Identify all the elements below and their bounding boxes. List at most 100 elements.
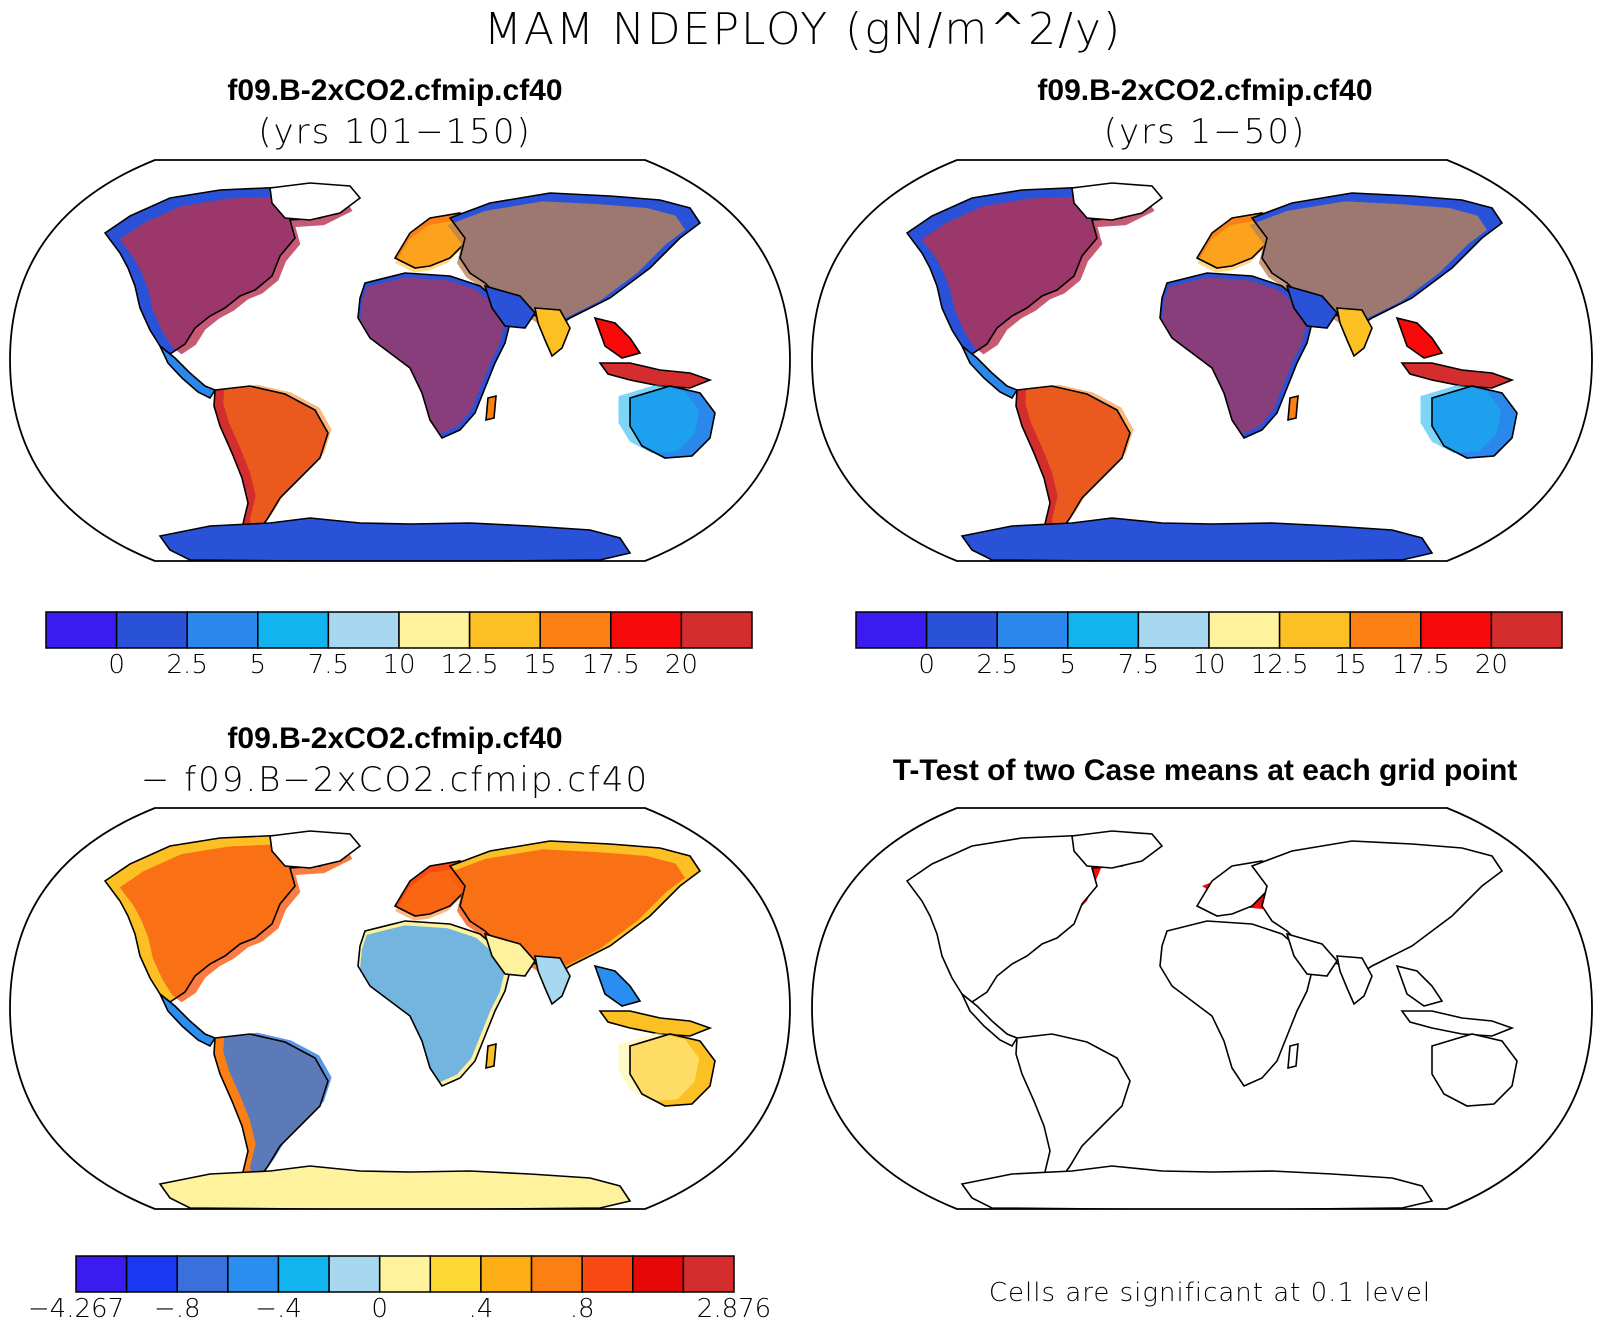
continent-india bbox=[1337, 308, 1372, 356]
colorbar-tick-label: 0 bbox=[918, 650, 935, 680]
map-ttest bbox=[811, 807, 1593, 1210]
colorbar-swatch bbox=[855, 611, 928, 649]
continent-greenland bbox=[270, 183, 360, 220]
colorbar-swatch bbox=[530, 1255, 583, 1293]
colorbar-swatch bbox=[227, 1255, 280, 1293]
continent-centralAmerica bbox=[962, 346, 1017, 398]
coastline bbox=[593, 964, 642, 1007]
colorbar-swatch bbox=[1278, 611, 1351, 649]
colorbar-tick-label: 12.5 bbox=[440, 650, 499, 680]
colorbar-tick-label: 17.5 bbox=[1391, 650, 1450, 680]
coastline bbox=[357, 272, 511, 440]
continent-antarctica bbox=[160, 1166, 630, 1209]
colorbar-swatch bbox=[176, 1255, 229, 1293]
panel-subtitle-diff: − f09.B−2xCO2.cfmip.cf40 bbox=[140, 760, 650, 800]
panel-title-case2: f09.B-2xCO2.cfmip.cf40 bbox=[1037, 74, 1373, 107]
continent-antarctica bbox=[160, 518, 630, 561]
colorbar-swatch bbox=[125, 1255, 178, 1293]
continent-arabia bbox=[485, 934, 535, 976]
coastline bbox=[960, 517, 1434, 561]
colorbar-tick-label: 20 bbox=[664, 650, 698, 680]
colorbar-tick-label: 12.5 bbox=[1250, 650, 1309, 680]
continent-arabia bbox=[1285, 932, 1339, 977]
colorbar-tick-label: 15 bbox=[1333, 650, 1367, 680]
colorbar-swatch bbox=[610, 611, 683, 649]
continent-india bbox=[535, 308, 570, 356]
continent-centralAmerica bbox=[961, 993, 1019, 1048]
colorbar-swatch bbox=[1490, 611, 1563, 649]
colorbar-swatch bbox=[925, 611, 998, 649]
coastline bbox=[483, 932, 537, 977]
continent-india bbox=[535, 956, 570, 1004]
colorbar-tick-label: −.8 bbox=[153, 1294, 201, 1324]
colorbar-tick-label: 0 bbox=[371, 1294, 388, 1324]
continent-shade bbox=[223, 384, 332, 534]
continent-greenland bbox=[270, 831, 360, 868]
colorbar-tick-label: 0 bbox=[108, 650, 125, 680]
colorbar-swatch bbox=[45, 611, 118, 649]
continent-arabia bbox=[485, 286, 535, 328]
coastline bbox=[1287, 394, 1299, 422]
colorbar-swatch bbox=[682, 1255, 735, 1293]
coastline bbox=[1071, 182, 1164, 221]
continent-shade bbox=[360, 925, 505, 1083]
colorbar-tick-label: 5 bbox=[1059, 650, 1077, 680]
colorbar-tick-label: 15 bbox=[523, 650, 557, 680]
coastline bbox=[1431, 385, 1518, 459]
continent-madagascar bbox=[1288, 396, 1298, 420]
colorbar-swatch bbox=[75, 1255, 128, 1293]
coastline bbox=[1395, 316, 1444, 359]
map-diff bbox=[9, 807, 791, 1210]
colorbar-tick-label: .8 bbox=[569, 1294, 595, 1324]
panel-subtitle-case1: (yrs 101−150) bbox=[258, 112, 532, 152]
continent-madagascar bbox=[486, 1044, 496, 1068]
continent-shade bbox=[1420, 384, 1502, 454]
continent-shade bbox=[360, 277, 505, 435]
coastline bbox=[269, 182, 362, 221]
colorbar-swatch bbox=[327, 611, 400, 649]
coastline bbox=[1250, 192, 1504, 329]
coastline bbox=[448, 840, 702, 977]
continent-indonesia bbox=[600, 1011, 710, 1036]
continent-africa bbox=[1159, 920, 1313, 1088]
continent-shade bbox=[618, 1032, 700, 1102]
continent-seAsia bbox=[595, 318, 640, 358]
panel-title-ttest: T-Test of two Case means at each grid po… bbox=[892, 754, 1518, 787]
coastline bbox=[961, 345, 1019, 400]
continent-indonesia bbox=[1402, 363, 1512, 388]
coastline bbox=[159, 345, 217, 400]
coastline bbox=[593, 316, 642, 359]
colorbar-tick-label: 2.876 bbox=[696, 1294, 772, 1324]
continent-shade bbox=[1025, 384, 1134, 534]
panel-title-case1: f09.B-2xCO2.cfmip.cf40 bbox=[227, 74, 563, 107]
coastline bbox=[485, 394, 497, 422]
colorbar-swatch bbox=[378, 1255, 432, 1293]
continent-shade bbox=[618, 384, 700, 454]
coastline bbox=[1159, 272, 1313, 440]
continent-centralAmerica bbox=[160, 346, 215, 398]
colorbar-swatch bbox=[632, 1255, 685, 1293]
colorbar-swatch bbox=[1420, 611, 1493, 649]
colorbar-swatch bbox=[186, 611, 259, 649]
figure-title: MAM NDEPLOY (gN/m^2/y) bbox=[483, 4, 1123, 55]
colorbar-swatch bbox=[328, 1255, 381, 1293]
coastline bbox=[1336, 307, 1373, 358]
coastline bbox=[448, 192, 702, 329]
colorbar-swatch bbox=[1067, 611, 1140, 649]
colorbar-swatch bbox=[1208, 611, 1281, 649]
coastline bbox=[598, 362, 713, 389]
coastline bbox=[483, 284, 537, 329]
map-border bbox=[9, 807, 791, 1210]
coastline bbox=[534, 307, 571, 358]
coastline bbox=[629, 385, 716, 459]
continent-seAsia bbox=[595, 966, 640, 1006]
colorbar-swatch bbox=[257, 611, 330, 649]
colorbar-swatch bbox=[429, 1255, 482, 1293]
colorbar-labels-case1: 0 2.5 5 7.5 10 12.5 15 17.5 20 bbox=[46, 650, 752, 684]
colorbar-swatch bbox=[1137, 611, 1210, 649]
colorbar-swatch bbox=[398, 611, 471, 649]
coastline bbox=[534, 955, 571, 1006]
colorbar-tick-label: 17.5 bbox=[581, 650, 640, 680]
continent-antarctica bbox=[962, 518, 1432, 561]
continent-indonesia bbox=[600, 363, 710, 388]
